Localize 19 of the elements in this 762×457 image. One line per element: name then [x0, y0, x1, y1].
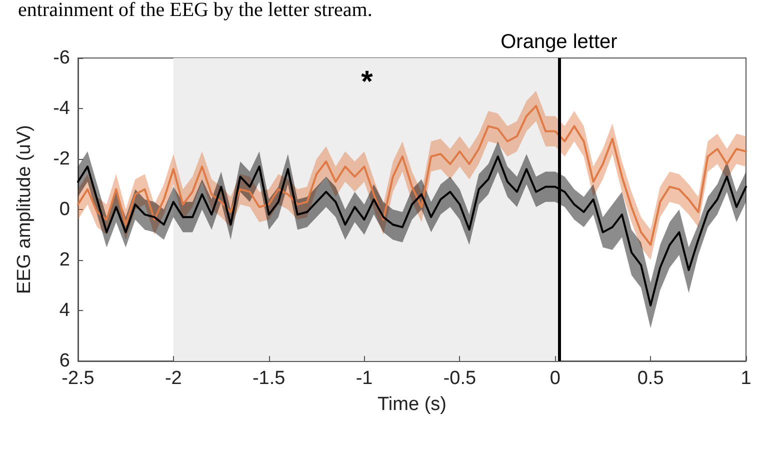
x-tick-label: -0.5 [443, 368, 476, 389]
x-axis-title: Time (s) [378, 394, 446, 415]
x-tick-label: 0 [550, 368, 560, 389]
chart-subtitle: entrainment of the EEG by the letter stream. [18, 0, 372, 21]
y-tick-label: -2 [53, 148, 70, 170]
y-tick-label: -6 [53, 48, 70, 68]
ref-line-label: Orange letter [500, 31, 618, 53]
y-tick-label: 0 [59, 199, 70, 220]
y-axis-title: EEG amplitude (uV) [14, 125, 35, 294]
x-tick-label: -2 [164, 368, 182, 389]
y-tick-label: 4 [59, 300, 70, 321]
annotation: * [361, 66, 374, 98]
x-tick-label: -1 [356, 368, 373, 389]
line-series [77, 104, 747, 246]
x-tick-label: 1 [740, 368, 752, 389]
y-tick-label: 2 [59, 250, 70, 270]
y-tick-label: -4 [53, 98, 70, 119]
x-tick-label: 0.5 [637, 368, 664, 389]
x-tick-label: -1.5 [252, 368, 286, 389]
